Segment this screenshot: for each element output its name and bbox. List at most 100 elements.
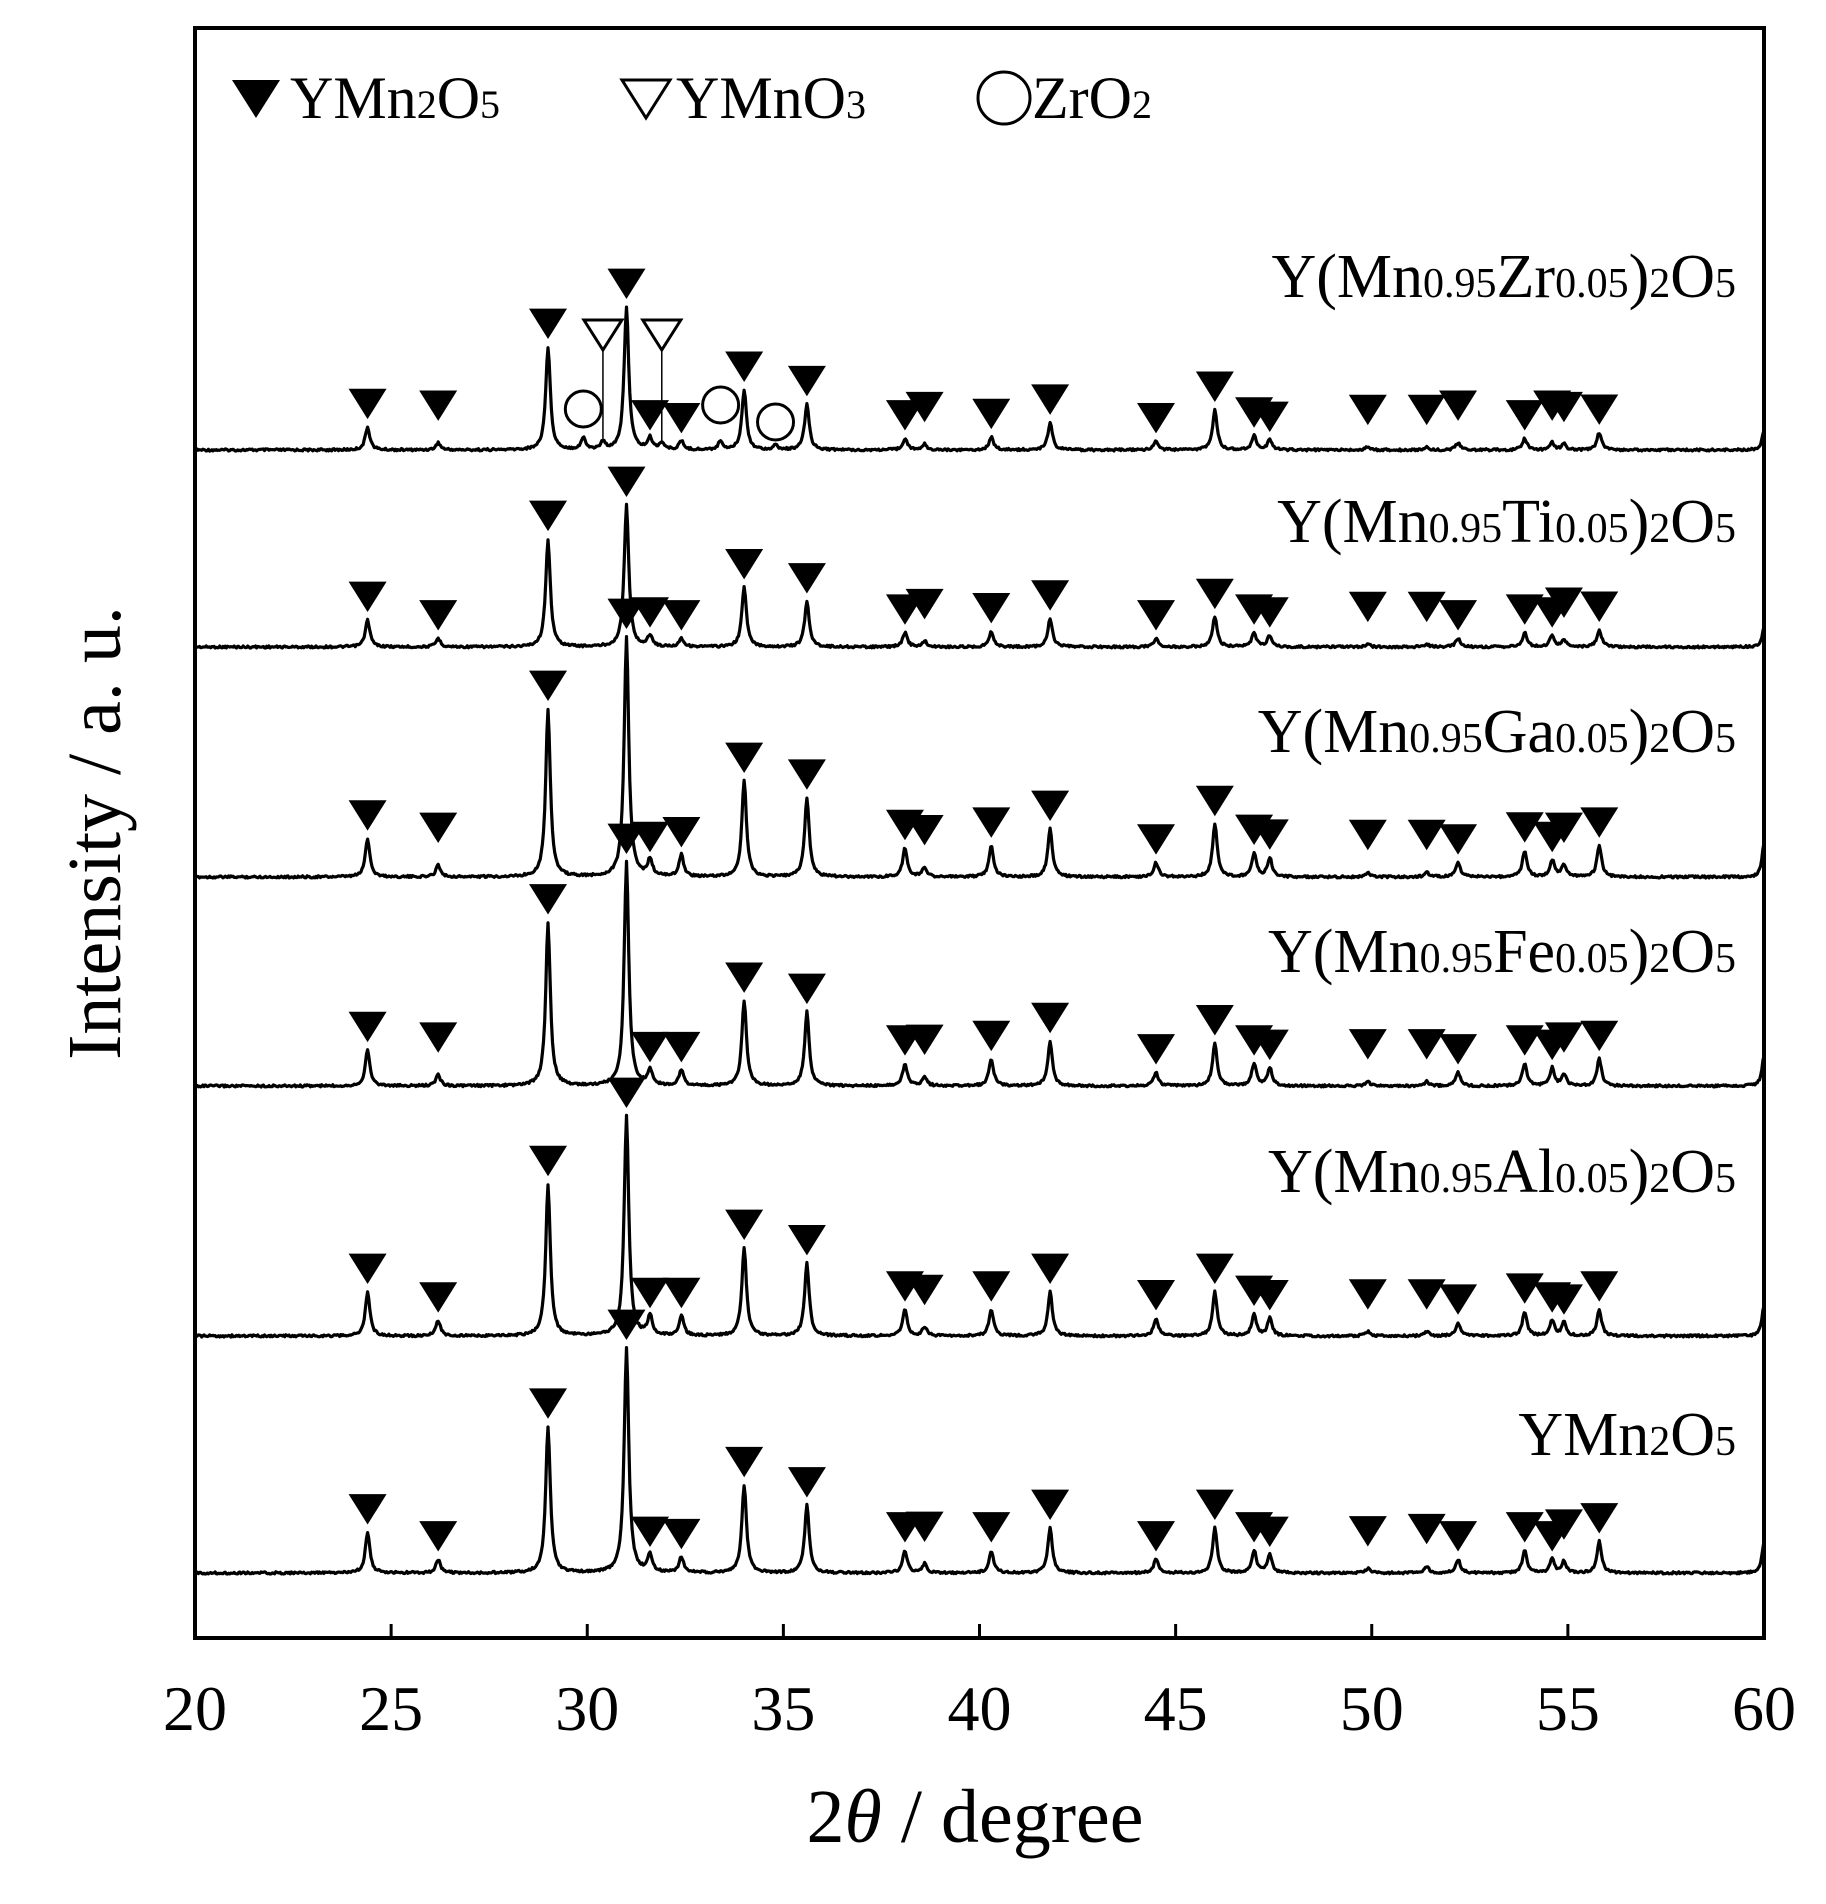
ymn2o5-peak-marker (631, 1031, 670, 1063)
sample-label: Y(Mn0.95Al0.05)2O5 (1268, 1138, 1736, 1206)
ymn2o5-peak-marker (1348, 1279, 1387, 1310)
ymn2o5-peak-marker (725, 351, 764, 382)
ymn2o5-peak-marker (1348, 394, 1387, 426)
sample-labels: Y(Mn0.95Zr0.05)2O5 Y(Mn0.95Ti0.05)2O5 Y(Mn… (1258, 243, 1736, 1469)
ymn2o5-peak-marker (1137, 600, 1176, 631)
ymn2o5-peak-marker (529, 884, 568, 915)
ymn2o5-peak-marker (1407, 394, 1446, 426)
ymn2o5-peak-marker (419, 1521, 458, 1552)
x-tick-label: 35 (751, 1673, 815, 1744)
ymn2o5-peak-marker (1348, 1516, 1387, 1547)
ymn2o5-peak-marker (1439, 390, 1478, 421)
ymn2o5-peak-marker (725, 548, 764, 580)
ymn2o5-peak-marker (529, 1145, 568, 1177)
ymn2o5-peak-marker (1250, 1516, 1289, 1547)
ymn2o5-peak-marker (662, 817, 701, 848)
zro2-peak-marker (701, 385, 741, 425)
ymn2o5-peak-marker (885, 400, 924, 431)
ymn2o5-peak-marker (1580, 1020, 1619, 1052)
zro2-peak-marker (563, 389, 603, 429)
ymn2o5-peak-marker (905, 391, 944, 423)
ymn2o5-peak-marker (1195, 578, 1234, 610)
ymn2o5-peak-marker (1195, 371, 1234, 402)
legend-entry-ymno3: YMnO3 (676, 65, 866, 131)
legend-marker-filled-triangle (232, 80, 280, 118)
ymn2o5-peak-marker (972, 592, 1011, 624)
ymn2o5-peak-marker (348, 1494, 387, 1525)
ymn2o5-peak-marker (1137, 1280, 1176, 1311)
ymn2o5-peak-marker (1407, 591, 1446, 623)
legend-entry-ymn2o5: YMn2O5 (290, 65, 500, 131)
xrd-pattern-line (194, 1346, 1766, 1576)
ymn2o5-peak-marker (419, 600, 458, 631)
legend-marker-open-circle (976, 70, 1032, 126)
sample-label: Y(Mn0.95Zr0.05)2O5 (1271, 243, 1736, 311)
ymn2o5-peak-marker (1439, 1284, 1478, 1315)
ymn2o5-peak-marker (972, 398, 1011, 430)
ymn2o5-peak-marker (1580, 1271, 1619, 1302)
ymn2o5-peak-marker (1544, 587, 1583, 618)
ymno3-peak-marker (640, 318, 684, 353)
ymn2o5-peak-marker (1250, 1280, 1289, 1311)
ymn2o5-peak-marker (905, 815, 944, 846)
ymn2o5-peak-marker (1031, 1002, 1070, 1034)
ymn2o5-peak-marker (787, 1467, 826, 1498)
ymn2o5-peak-marker (972, 1020, 1011, 1052)
zro2-peak-marker (756, 402, 796, 442)
ymn2o5-peak-marker (631, 1277, 670, 1309)
ymn2o5-peak-marker (725, 1209, 764, 1240)
ymn2o5-peak-marker (725, 962, 764, 993)
ymn2o5-peak-marker (1031, 790, 1070, 821)
x-tick-label: 60 (1732, 1673, 1796, 1744)
ymn2o5-peak-marker (972, 1271, 1011, 1302)
ymn2o5-peak-marker (1580, 394, 1619, 425)
ymn2o5-peak-marker (1031, 1489, 1070, 1520)
ymn2o5-peak-marker (529, 670, 568, 701)
ymn2o5-peak-marker (1250, 597, 1289, 628)
x-tick-label: 40 (948, 1673, 1012, 1744)
ymn2o5-peak-marker (1439, 1521, 1478, 1552)
x-tick-label: 25 (359, 1673, 423, 1744)
ymn2o5-peak-marker (662, 1277, 701, 1309)
sample-label: YMn2O5 (1518, 1401, 1736, 1469)
ymn2o5-peak-marker (1137, 824, 1176, 855)
legend: YMn2O5 YMnO3 ZrO2 (232, 65, 1152, 131)
ymn2o5-peak-marker (1137, 1034, 1176, 1065)
ymn2o5-peak-marker (631, 1516, 670, 1547)
ymn2o5-peak-marker (529, 308, 568, 340)
ymn2o5-peak-marker (972, 807, 1011, 838)
x-tick-label: 55 (1536, 1673, 1600, 1744)
ymn2o5-peak-marker (419, 812, 458, 843)
xrd-pattern-line (193, 1113, 1766, 1339)
ymn2o5-peak-marker (419, 390, 458, 421)
ymn2o5-peak-marker (348, 800, 387, 831)
ymn2o5-peak-marker (607, 823, 646, 854)
ymn2o5-peak-marker (1544, 1509, 1583, 1540)
ymn2o5-peak-marker (1137, 1521, 1176, 1552)
ymn2o5-peak-marker (1439, 824, 1478, 855)
x-tick-label: 50 (1340, 1673, 1404, 1744)
ymn2o5-peak-marker (787, 365, 826, 397)
series-layer (193, 305, 1766, 1576)
ymn2o5-peak-marker (1544, 1022, 1583, 1053)
ymn2o5-peak-marker (348, 1253, 387, 1284)
x-axis-label: 2θ / degree (807, 1775, 1144, 1859)
ymn2o5-peak-marker (529, 1388, 568, 1419)
ymn2o5-peak-marker (607, 1077, 646, 1108)
ymn2o5-peak-marker (905, 1511, 944, 1542)
ymn2o5-peak-marker (348, 1011, 387, 1043)
legend-entry-zro2: ZrO2 (1032, 65, 1152, 131)
ymn2o5-peak-marker (787, 759, 826, 790)
ymn2o5-peak-marker (905, 1024, 944, 1056)
ymn2o5-peak-marker (1544, 1284, 1583, 1315)
ymn2o5-peak-marker (1348, 1029, 1387, 1060)
ymn2o5-peak-marker (1348, 591, 1387, 623)
ymn2o5-peak-marker (972, 1512, 1011, 1543)
ymn2o5-peak-marker (1195, 1253, 1234, 1284)
ymn2o5-peak-marker (1250, 819, 1289, 850)
ymn2o5-peak-marker (607, 598, 646, 629)
ymn2o5-peak-marker (905, 588, 944, 620)
ymn2o5-peak-marker (1505, 812, 1544, 843)
x-axis-ticks: 20 25 30 35 40 45 50 55 60 (163, 1624, 1796, 1744)
